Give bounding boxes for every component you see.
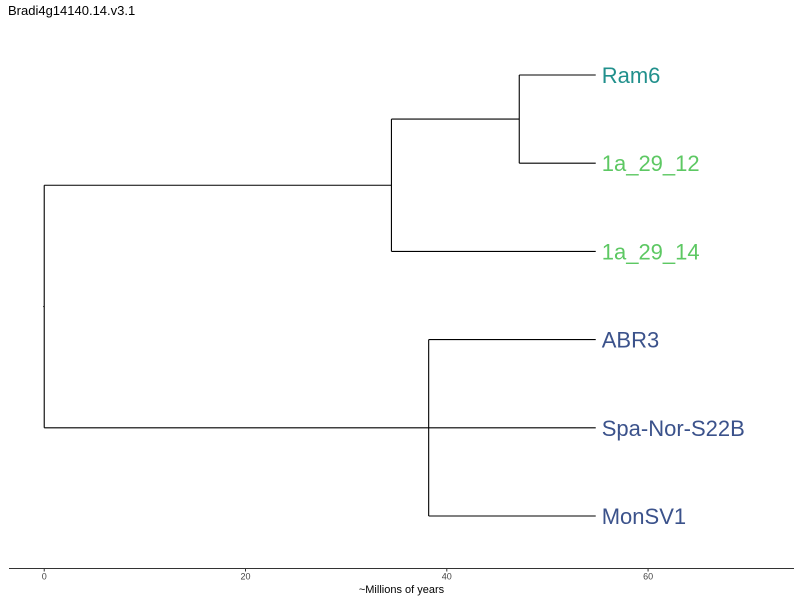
tree-title: Bradi4g14140.14.v3.1 [8, 3, 136, 18]
x-axis-tick-label: 20 [240, 572, 250, 582]
tip-label: Ram6 [602, 63, 661, 88]
x-axis-tick-label: 40 [442, 572, 452, 582]
tip-label: ABR3 [602, 328, 659, 353]
tip-label: 1a_29_12 [602, 151, 700, 176]
x-axis-tick-label: 60 [643, 572, 653, 582]
tree-branches [43, 74, 596, 517]
tip-label: Spa-Nor-S22B [602, 416, 745, 441]
x-axis-ticks: 0 20 40 60 [42, 568, 653, 582]
tip-label: 1a_29_14 [602, 239, 700, 264]
x-axis: 0 20 40 60 ~Millions of years [9, 567, 794, 596]
x-axis-tick-label: 0 [42, 572, 47, 582]
tree-tip-labels: Ram6 1a_29_12 1a_29_14 ABR3 Spa-Nor-S22B MonS… [602, 63, 745, 529]
x-axis-title: ~Millions of years [359, 584, 445, 596]
tip-label: MonSV1 [602, 504, 686, 529]
